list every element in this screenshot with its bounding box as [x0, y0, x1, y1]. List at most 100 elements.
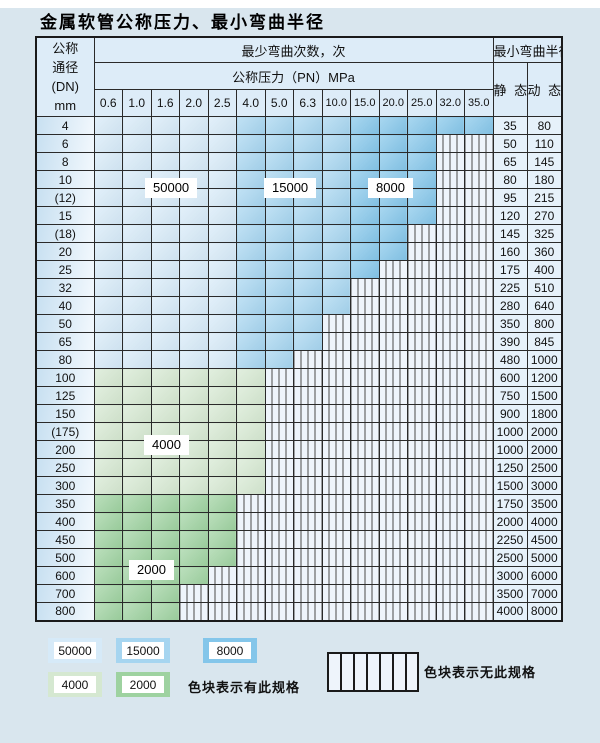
cell-not-available [378, 602, 408, 621]
cell-not-available [435, 260, 465, 279]
cell-available [321, 188, 351, 207]
cell-available [179, 260, 209, 279]
cell-not-available [407, 476, 437, 495]
cell-available [150, 476, 180, 495]
cell-available [350, 260, 380, 279]
pressure-col-6.3: 6.3 [293, 89, 323, 117]
cell-available [236, 188, 266, 207]
cell-not-available [464, 584, 494, 603]
static-radius-cell: 80 [492, 170, 528, 189]
cell-not-available [378, 440, 408, 459]
legend-swatch-label: 15000 [122, 642, 164, 659]
table-row-dn-80: 80 480 1000 [35, 350, 563, 369]
dn-cell: 6 [35, 134, 95, 153]
legend-swatch-50000: 50000 [48, 638, 102, 663]
static-radius-cell: 4000 [492, 602, 528, 621]
pressure-col-5.0: 5.0 [264, 89, 294, 117]
cell-available [93, 584, 123, 603]
cell-available [264, 332, 294, 351]
legend-available-text: 色块表示有此规格 [188, 680, 301, 695]
cell-available [378, 242, 408, 261]
cell-available [93, 170, 123, 189]
cell-available [93, 494, 123, 513]
cell-available [435, 116, 465, 135]
cell-available [207, 494, 237, 513]
static-radius-cell: 120 [492, 206, 528, 225]
legend-swatch-4000: 4000 [48, 672, 102, 697]
cell-not-available [378, 368, 408, 387]
table-row-dn-125: 125 750 1500 [35, 386, 563, 405]
cell-not-available [464, 368, 494, 387]
cell-not-available [321, 332, 351, 351]
dn-cell: 80 [35, 350, 95, 369]
dynamic-radius-cell: 2000 [526, 440, 563, 459]
cell-available [93, 602, 123, 621]
dynamic-radius-cell: 6000 [526, 566, 563, 585]
dn-header-line4: mm [54, 98, 77, 113]
cell-available [236, 476, 266, 495]
static-radius-cell: 2000 [492, 512, 528, 531]
dn-cell: 600 [35, 566, 95, 585]
cell-available [150, 296, 180, 315]
cell-not-available [350, 512, 380, 531]
dn-cell: 800 [35, 602, 95, 621]
table-row-dn-400: 400 2000 4000 [35, 512, 563, 531]
cell-not-available [264, 458, 294, 477]
dynamic-radius-cell: 1800 [526, 404, 563, 423]
cell-available [407, 206, 437, 225]
cell-not-available [321, 422, 351, 441]
cell-available [207, 242, 237, 261]
cell-not-available [435, 386, 465, 405]
cell-not-available [464, 422, 494, 441]
cell-available [236, 422, 266, 441]
cell-not-available [321, 476, 351, 495]
cell-not-available [378, 260, 408, 279]
cell-not-available [378, 278, 408, 297]
cell-available [179, 476, 209, 495]
cell-not-available [407, 494, 437, 513]
bend-radius-header: 最小弯曲半径 [492, 36, 563, 63]
pressure-col-25.0: 25.0 [407, 89, 437, 117]
dn-cell: 65 [35, 332, 95, 351]
cell-available [264, 224, 294, 243]
cell-not-available [464, 476, 494, 495]
cell-available [150, 530, 180, 549]
table-row-dn-175: (175) 1000 2000 [35, 422, 563, 441]
static-radius-cell: 1250 [492, 458, 528, 477]
cell-not-available [407, 260, 437, 279]
cell-not-available [378, 404, 408, 423]
cell-available [350, 116, 380, 135]
cell-available [122, 314, 152, 333]
cell-not-available [435, 152, 465, 171]
cell-available [207, 458, 237, 477]
dynamic-radius-cell: 270 [526, 206, 563, 225]
cycle-label-15000: 15000 [264, 178, 317, 198]
dn-cell: 400 [35, 512, 95, 531]
cell-available [293, 242, 323, 261]
cell-not-available [321, 440, 351, 459]
cell-available [321, 152, 351, 171]
cell-not-available [264, 494, 294, 513]
cell-not-available [407, 296, 437, 315]
cell-not-available [207, 566, 237, 585]
cell-available [122, 458, 152, 477]
table-row-dn-800: 800 4000 8000 [35, 602, 563, 621]
pressure-col-20.0: 20.0 [378, 89, 408, 117]
cell-not-available [293, 422, 323, 441]
cell-available [350, 242, 380, 261]
legend-swatch-8000: 8000 [203, 638, 257, 663]
cell-available [122, 188, 152, 207]
static-radius-cell: 2500 [492, 548, 528, 567]
cell-not-available [264, 512, 294, 531]
cycle-label-50000: 50000 [145, 178, 198, 198]
cell-not-available [321, 584, 351, 603]
cell-not-available [293, 368, 323, 387]
cell-available [179, 494, 209, 513]
cell-not-available [350, 530, 380, 549]
cell-not-available [464, 134, 494, 153]
cell-not-available [179, 602, 209, 621]
cell-available [207, 206, 237, 225]
static-radius-cell: 3000 [492, 566, 528, 585]
cell-not-available [407, 332, 437, 351]
cell-not-available [378, 386, 408, 405]
